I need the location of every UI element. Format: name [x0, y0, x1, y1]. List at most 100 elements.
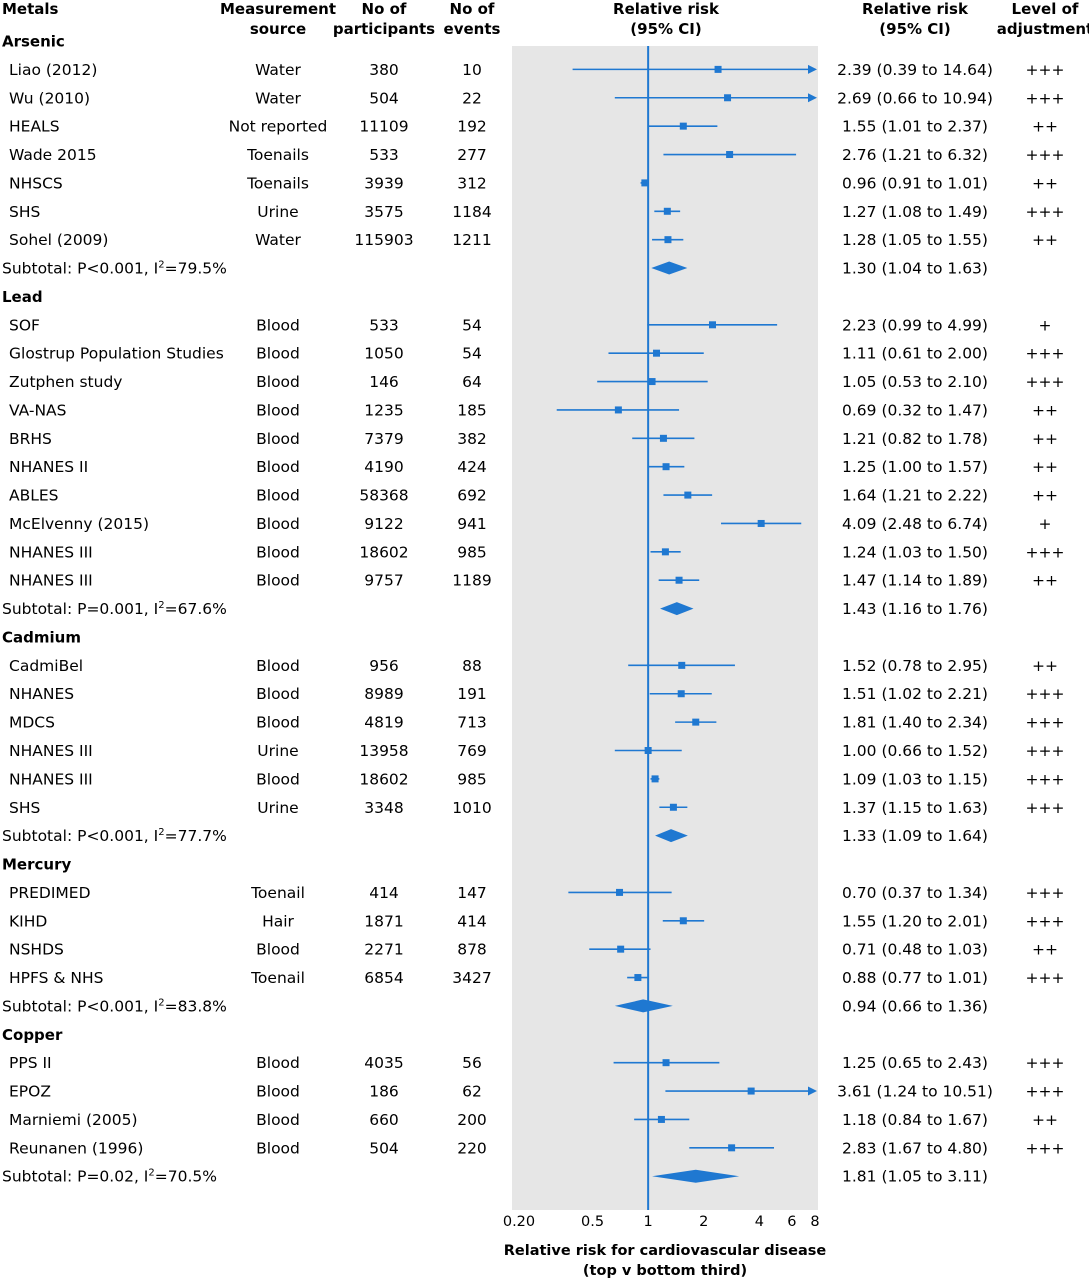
measurement-source: Toenails	[246, 146, 309, 164]
rr-value: 1.47 (1.14 to 1.89)	[842, 572, 988, 590]
subtotal-rr-value: 1.43 (1.16 to 1.76)	[842, 600, 988, 618]
measurement-source: Urine	[257, 799, 298, 817]
point-estimate	[714, 65, 722, 73]
events-count: 192	[457, 118, 487, 136]
study-name: NHANES III	[9, 742, 93, 760]
subtotal-label: Subtotal: P<0.001, I2=77.7%	[2, 827, 227, 845]
adjustment-level: +++	[1026, 543, 1065, 561]
adjustment-level: ++	[1032, 572, 1058, 590]
rr-value: 1.81 (1.40 to 2.34)	[842, 714, 988, 732]
header-events-line-1: No of	[450, 0, 495, 18]
measurement-source: Blood	[256, 714, 300, 732]
study-name: Wade 2015	[9, 146, 97, 164]
study-name: Marniemi (2005)	[9, 1111, 138, 1129]
events-count: 54	[462, 316, 482, 334]
study-name: EPOZ	[9, 1083, 51, 1101]
adjustment-level: +++	[1026, 89, 1065, 107]
measurement-source: Urine	[257, 203, 298, 221]
adjustment-level: +++	[1026, 912, 1065, 930]
subtotal-label: Subtotal: P<0.001, I2=83.8%	[2, 997, 227, 1015]
adjustment-level: +++	[1026, 685, 1065, 703]
participants-count: 414	[369, 884, 399, 902]
participants-count: 2271	[364, 941, 403, 959]
point-estimate	[644, 747, 652, 754]
measurement-source: Blood	[256, 487, 300, 505]
subtotal-diamond	[614, 999, 673, 1013]
rr-value: 2.69 (0.66 to 10.94)	[837, 89, 993, 107]
measurement-source: Water	[255, 61, 301, 79]
header-adjustment-line-1: Level of	[1012, 0, 1079, 18]
study-name: BRHS	[9, 430, 52, 448]
point-estimate	[679, 122, 687, 130]
events-count: 1189	[452, 572, 491, 590]
plot-panel	[512, 46, 818, 1210]
adjustment-level: +++	[1026, 345, 1065, 363]
measurement-source: Water	[255, 231, 301, 249]
adjustment-level: ++	[1032, 174, 1058, 192]
x-tick-label: 0.20	[503, 1214, 535, 1230]
point-estimate	[678, 661, 686, 669]
events-count: 56	[462, 1054, 482, 1072]
adjustment-level: +	[1039, 515, 1052, 533]
study-name: Glostrup Population Studies	[9, 345, 224, 363]
measurement-source: Blood	[256, 515, 300, 533]
subtotal-label: Subtotal: P=0.02, I2=70.5%	[2, 1168, 217, 1186]
participants-count: 504	[369, 89, 399, 107]
measurement-source: Blood	[256, 941, 300, 959]
participants-count: 660	[369, 1111, 399, 1129]
measurement-source: Blood	[256, 685, 300, 703]
point-estimate	[659, 434, 667, 442]
adjustment-level: +++	[1026, 799, 1065, 817]
participants-count: 533	[369, 146, 399, 164]
rr-value: 2.76 (1.21 to 6.32)	[842, 146, 988, 164]
header-source-line-2: source	[250, 20, 306, 38]
adjustment-level: +++	[1026, 61, 1065, 79]
measurement-source: Blood	[256, 1054, 300, 1072]
measurement-source: Blood	[256, 1139, 300, 1157]
measurement-source: Blood	[256, 770, 300, 788]
point-estimate	[663, 207, 671, 215]
adjustment-level: +++	[1026, 884, 1065, 902]
subtotal-rr-value: 1.33 (1.09 to 1.64)	[842, 827, 988, 845]
point-estimate	[651, 775, 659, 783]
subtotal-diamond	[655, 829, 688, 843]
header-participants-line-2: participants	[333, 20, 435, 38]
study-name: SHS	[9, 799, 40, 817]
study-name: Liao (2012)	[9, 61, 97, 79]
study-name: SHS	[9, 203, 40, 221]
events-count: 769	[457, 742, 487, 760]
study-name: PREDIMED	[9, 884, 91, 902]
point-estimate	[662, 1059, 670, 1067]
rr-value: 0.70 (0.37 to 1.34)	[842, 884, 988, 902]
events-count: 414	[457, 912, 487, 930]
study-name: ABLES	[9, 487, 59, 505]
measurement-source: Not reported	[229, 118, 328, 136]
events-count: 88	[462, 657, 482, 675]
study-name: SOF	[9, 316, 40, 334]
measurement-source: Blood	[256, 401, 300, 419]
measurement-source: Toenail	[250, 884, 305, 902]
events-count: 878	[457, 941, 487, 959]
participants-count: 3348	[364, 799, 403, 817]
events-count: 713	[457, 714, 487, 732]
rr-value: 1.09 (1.03 to 1.15)	[842, 770, 988, 788]
participants-count: 956	[369, 657, 399, 675]
point-estimate	[708, 321, 716, 329]
events-count: 3427	[452, 969, 491, 987]
adjustment-level: ++	[1032, 1111, 1058, 1129]
point-estimate	[724, 94, 732, 102]
participants-count: 8989	[364, 685, 403, 703]
events-count: 54	[462, 345, 482, 363]
header-events-line-2: events	[444, 20, 501, 38]
x-axis-label-line-1: Relative risk for cardiovascular disease	[504, 1243, 827, 1259]
header-metals: Metals	[2, 0, 59, 18]
point-estimate	[684, 491, 692, 499]
measurement-source: Urine	[257, 742, 298, 760]
study-name: NHANES III	[9, 543, 93, 561]
study-name: Wu (2010)	[9, 89, 90, 107]
point-estimate	[661, 548, 669, 556]
study-name: PPS II	[9, 1054, 52, 1072]
study-name: NHANES III	[9, 770, 93, 788]
x-tick-label: 0.5	[581, 1214, 604, 1230]
